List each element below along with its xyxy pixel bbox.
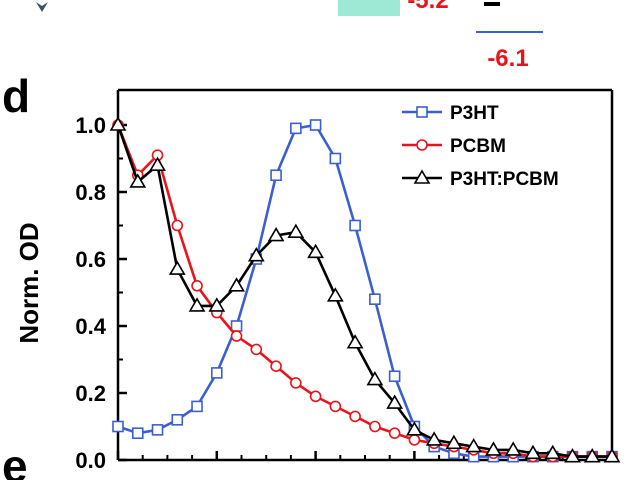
legend-label: P3HT:PCBM xyxy=(450,169,559,190)
energy-level-dash xyxy=(484,2,500,6)
data-point-p3ht-pcbm xyxy=(307,243,324,259)
data-point-p3ht-pcbm xyxy=(168,260,186,275)
data-point-p3ht-pcbm xyxy=(326,287,344,302)
y-ticks: 0.0 0.2 0.4 0.6 0.8 1.0 xyxy=(75,113,127,473)
data-point-pcbm xyxy=(329,400,342,413)
legend-label: PCBM xyxy=(450,136,506,157)
series-p3ht-pcbm xyxy=(109,116,621,463)
data-point-p3ht xyxy=(349,219,361,232)
legend-label: P3HT xyxy=(450,103,499,124)
data-point-p3ht-pcbm xyxy=(109,116,127,131)
y-tick-label: 0.6 xyxy=(75,247,106,272)
data-point-pcbm xyxy=(191,279,203,292)
data-point-p3ht-pcbm xyxy=(287,223,305,238)
data-point-p3ht-pcbm xyxy=(129,173,147,188)
data-point-pcbm xyxy=(408,434,421,446)
legend-swatch-marker xyxy=(413,169,431,184)
legend-item-pcbm: PCBM xyxy=(402,136,506,157)
data-point-pcbm xyxy=(349,410,361,423)
data-point-p3ht-pcbm xyxy=(603,448,621,463)
y-tick-label: 1.0 xyxy=(75,113,106,138)
y-tick-label: 0.2 xyxy=(75,381,106,406)
data-point-pcbm xyxy=(171,219,184,232)
data-point-p3ht-pcbm xyxy=(524,444,542,460)
data-point-p3ht-pcbm xyxy=(149,156,166,171)
y-tick-label: 0.4 xyxy=(75,314,106,339)
data-point-p3ht-pcbm xyxy=(425,431,443,446)
energy-diagram: -5.2 -6.1 xyxy=(36,0,543,72)
energy-diagram-glyph xyxy=(36,2,48,12)
data-point-p3ht xyxy=(309,119,322,131)
data-point-p3ht-pcbm xyxy=(445,434,463,450)
data-point-p3ht-pcbm xyxy=(346,334,364,349)
y-tick-label: 0.0 xyxy=(75,448,106,473)
data-point-p3ht xyxy=(230,320,243,332)
data-point-p3ht xyxy=(290,122,302,135)
y-tick-label: 0.8 xyxy=(75,180,106,205)
data-point-p3ht-pcbm xyxy=(208,297,226,312)
data-point-p3ht-pcbm xyxy=(485,441,502,456)
series-layer xyxy=(109,116,621,463)
data-point-p3ht-pcbm xyxy=(386,394,404,409)
data-point-p3ht xyxy=(369,293,381,306)
data-point-p3ht-pcbm xyxy=(564,448,581,463)
data-point-p3ht xyxy=(112,420,124,433)
data-point-pcbm xyxy=(388,427,401,440)
legend-item-p3ht-pcbm: P3HT:PCBM xyxy=(402,169,559,190)
legend-swatch-marker xyxy=(416,139,428,151)
data-point-pcbm xyxy=(290,377,302,389)
data-point-p3ht xyxy=(151,424,164,436)
data-point-p3ht-pcbm xyxy=(544,444,562,460)
data-point-pcbm xyxy=(309,390,322,403)
data-point-p3ht xyxy=(329,152,342,165)
y-axis-title: Norm. OD xyxy=(14,222,44,343)
legend-swatch-marker xyxy=(416,106,428,118)
energy-value-lower: -6.1 xyxy=(487,45,528,72)
data-point-p3ht-pcbm xyxy=(188,297,206,312)
legend: P3HT PCBM P3HT:PCBM xyxy=(402,103,559,190)
data-point-pcbm xyxy=(250,343,263,356)
data-point-pcbm xyxy=(230,330,243,342)
panel-letter-d: d xyxy=(2,70,30,122)
data-point-p3ht-pcbm xyxy=(366,371,384,386)
panel-letter-e: e xyxy=(2,440,28,480)
legend-item-p3ht: P3HT xyxy=(402,103,499,124)
data-point-pcbm xyxy=(369,420,381,433)
data-point-pcbm xyxy=(270,360,282,373)
data-point-p3ht-pcbm xyxy=(247,247,265,262)
data-point-p3ht-pcbm xyxy=(406,421,423,436)
data-point-p3ht-pcbm xyxy=(504,441,522,456)
data-point-p3ht-pcbm xyxy=(228,277,245,292)
data-point-p3ht-pcbm xyxy=(465,438,483,453)
x-ticks xyxy=(116,451,614,460)
data-point-p3ht-pcbm xyxy=(267,226,285,242)
data-point-p3ht xyxy=(270,169,282,182)
data-point-p3ht xyxy=(131,427,144,440)
data-point-p3ht xyxy=(211,367,223,379)
data-point-p3ht xyxy=(171,413,184,426)
energy-level-box xyxy=(338,0,400,16)
data-point-p3ht-pcbm xyxy=(583,448,601,463)
energy-value-upper: -5.2 xyxy=(407,0,448,14)
data-point-p3ht xyxy=(388,370,401,383)
data-point-p3ht xyxy=(191,400,203,413)
